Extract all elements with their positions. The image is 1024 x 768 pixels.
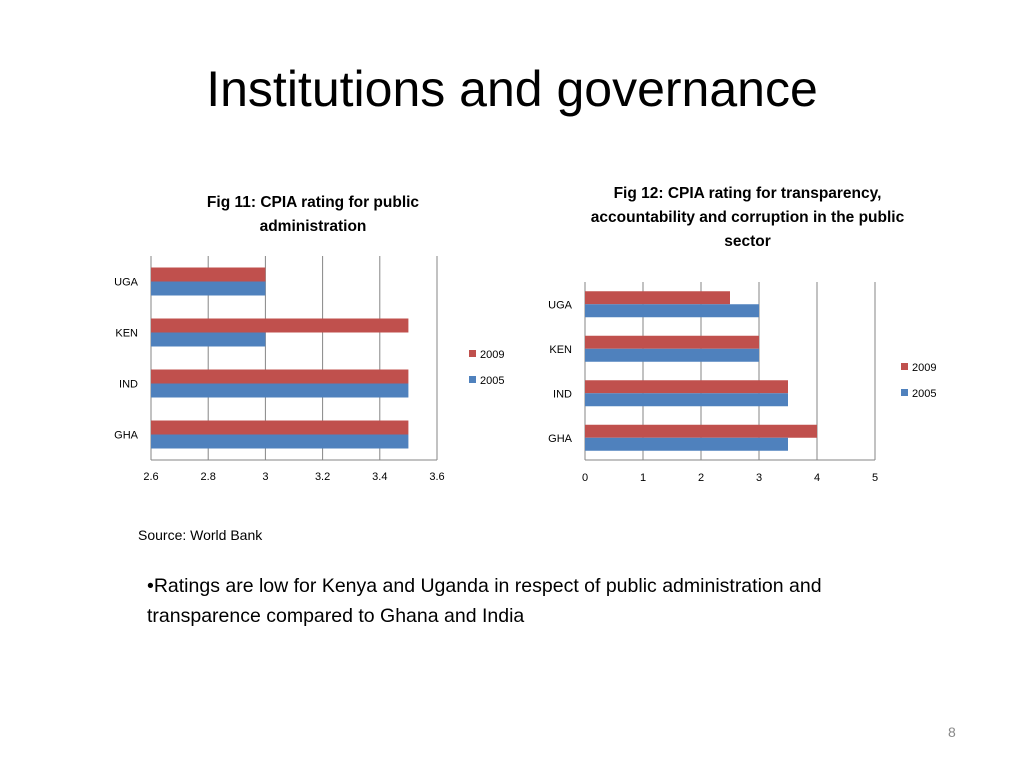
x-tick-label: 3.4 <box>372 471 387 483</box>
bar-2009-gha <box>585 424 817 438</box>
bar-2009-ken <box>585 335 759 349</box>
x-tick-label: 4 <box>814 472 820 484</box>
x-tick-label: 2 <box>698 472 704 484</box>
page-number: 8 <box>948 724 956 740</box>
category-label: UGA <box>114 277 139 289</box>
bar-2005-gha <box>585 437 788 451</box>
source-note: Source: World Bank <box>138 527 263 543</box>
x-tick-label: 5 <box>872 472 878 484</box>
legend-swatch-2009 <box>469 350 476 357</box>
legend-swatch-2009 <box>901 363 908 370</box>
bar-2009-uga <box>151 267 266 282</box>
x-tick-label: 0 <box>582 472 588 484</box>
bar-2005-ken <box>151 332 266 347</box>
bar-2009-uga <box>585 291 730 305</box>
bar-2005-ind <box>151 383 409 398</box>
category-label: KEN <box>549 344 572 356</box>
chart-title-fig11: Fig 11: CPIA rating for public administr… <box>206 194 420 235</box>
legend-label-2005: 2005 <box>480 375 504 387</box>
x-tick-label: 3 <box>756 472 762 484</box>
legend-swatch-2005 <box>901 389 908 396</box>
bullet-text: •Ratings are low for Kenya and Uganda in… <box>147 575 822 627</box>
category-label: KEN <box>115 328 138 340</box>
legend-swatch-2005 <box>469 376 476 383</box>
legend-label-2009: 2009 <box>912 362 936 374</box>
legend-label-2009: 2009 <box>480 349 504 361</box>
legend-label-2005: 2005 <box>912 388 936 400</box>
slide-title: Institutions and governance <box>206 61 818 117</box>
bar-2005-uga <box>151 281 266 296</box>
x-tick-label: 3.6 <box>429 471 444 483</box>
bar-2009-ind <box>151 369 409 384</box>
bar-2005-gha <box>151 434 409 449</box>
x-tick-label: 3.2 <box>315 471 330 483</box>
x-tick-label: 2.8 <box>201 471 216 483</box>
bar-2009-gha <box>151 420 409 435</box>
category-label: IND <box>553 388 572 400</box>
bar-2005-ind <box>585 393 788 407</box>
category-label: UGA <box>548 299 573 311</box>
x-tick-label: 3 <box>262 471 268 483</box>
bar-2009-ind <box>585 380 788 394</box>
chart-title-fig12: Fig 12: CPIA rating for transparency, ac… <box>590 185 905 250</box>
x-tick-label: 2.6 <box>143 471 158 483</box>
x-tick-label: 1 <box>640 472 646 484</box>
bar-2005-ken <box>585 348 759 362</box>
bar-2005-uga <box>585 304 759 318</box>
category-label: IND <box>119 379 138 391</box>
category-label: GHA <box>548 433 573 445</box>
category-label: GHA <box>114 430 139 442</box>
bar-2009-ken <box>151 318 409 333</box>
